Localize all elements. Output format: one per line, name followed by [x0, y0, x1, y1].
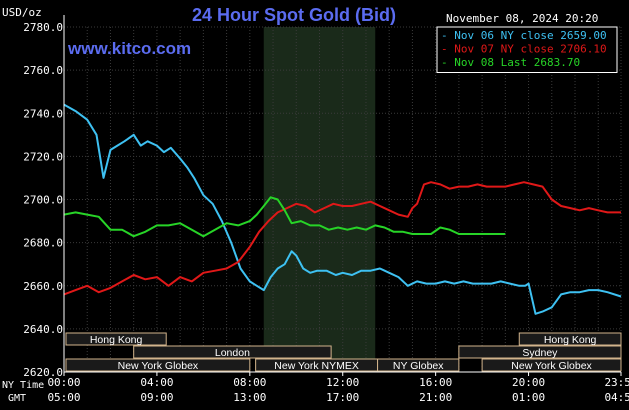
- x-tick-label-gmt: 04:59: [604, 391, 629, 404]
- market-session-label: Hong Kong: [90, 334, 143, 346]
- market-session-label: New York NYMEX: [274, 360, 359, 372]
- chart-title: 24 Hour Spot Gold (Bid): [192, 5, 396, 25]
- x-tick-label-ny: 12:00: [326, 376, 359, 389]
- market-session-box: [377, 358, 460, 372]
- x-axis-label-gmt: GMT: [8, 393, 26, 404]
- y-tick-label: 2680.0: [23, 237, 63, 250]
- legend-entry: - Nov 08 Last 2683.70: [441, 56, 580, 69]
- y-tick-label: 2620.0: [23, 366, 63, 379]
- market-session-box: [133, 345, 332, 359]
- market-session-box: [458, 345, 622, 359]
- series-line-1: [63, 103, 622, 315]
- x-tick-label-gmt: 05:00: [47, 391, 80, 404]
- x-tick-label-gmt: 21:00: [419, 391, 452, 404]
- x-axis-label-ny: NY Time: [2, 380, 44, 391]
- y-tick-label: 2780.0: [23, 21, 63, 34]
- legend-entry: - Nov 06 NY close 2659.00: [441, 29, 607, 42]
- market-session-box: [518, 332, 622, 346]
- market-session-label: New York Globex: [511, 360, 592, 372]
- series-line-3: [63, 196, 506, 238]
- y-tick-label: 2740.0: [23, 107, 63, 120]
- x-tick-label-ny: 08:00: [233, 376, 266, 389]
- y-unit-label: USD/oz: [2, 6, 42, 19]
- series-line-2: [63, 181, 621, 296]
- x-tick-label-gmt: 01:00: [512, 391, 545, 404]
- market-session-label: NY Globex: [393, 360, 444, 372]
- source-watermark: www.kitco.com: [67, 39, 191, 58]
- chart-timestamp: November 08, 2024 20:20: [446, 12, 598, 25]
- y-tick-label: 2720.0: [23, 150, 63, 163]
- legend-box: [436, 26, 618, 73]
- x-tick-label-gmt: 17:00: [326, 391, 359, 404]
- market-session-box: [481, 358, 622, 372]
- y-tick-label: 2660.0: [23, 280, 63, 293]
- legend-entry: - Nov 07 NY close 2706.10: [441, 43, 607, 56]
- market-session-box: [65, 358, 251, 372]
- x-tick-label-ny: 04:00: [140, 376, 173, 389]
- x-tick-label-gmt: 09:00: [140, 391, 173, 404]
- x-tick-label-gmt: 13:00: [233, 391, 266, 404]
- x-tick-label-ny: 20:00: [512, 376, 545, 389]
- x-tick-label-ny: 16:00: [419, 376, 452, 389]
- market-session-label: Sydney: [522, 347, 558, 359]
- x-tick-label-ny: 23:59: [604, 376, 629, 389]
- y-tick-label: 2700.0: [23, 194, 63, 207]
- market-session-box: [65, 332, 167, 346]
- market-session-label: Hong Kong: [544, 334, 597, 346]
- x-tick-label-ny: 00:00: [47, 376, 80, 389]
- y-tick-label: 2640.0: [23, 323, 63, 336]
- market-session-label: London: [215, 347, 250, 359]
- market-session-label: New York Globex: [118, 360, 199, 372]
- y-tick-label: 2760.0: [23, 64, 63, 77]
